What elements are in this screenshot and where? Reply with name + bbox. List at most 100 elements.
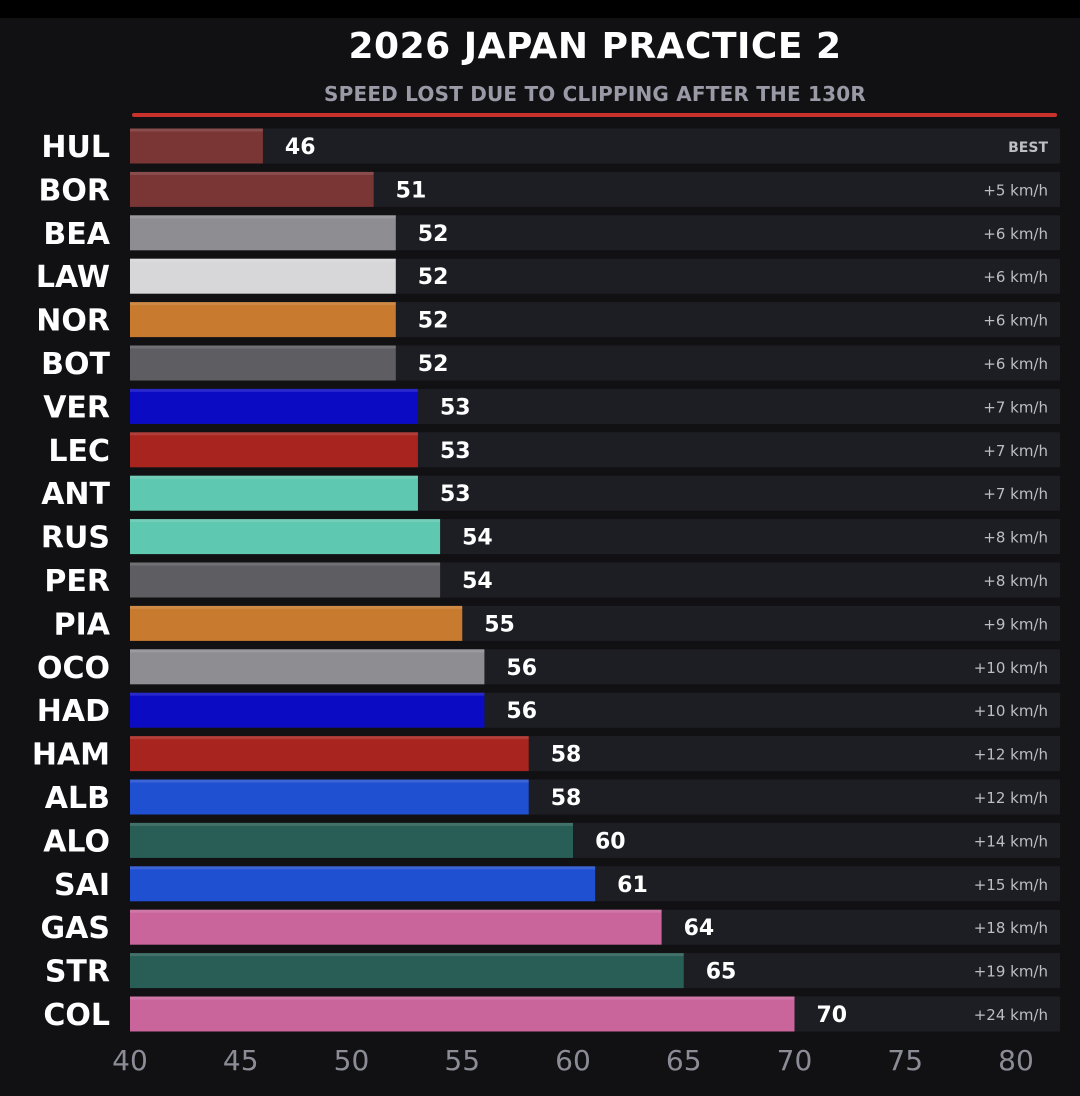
- driver-label: BEA: [43, 217, 110, 252]
- bar: [130, 562, 441, 598]
- value-label: 51: [396, 178, 427, 203]
- value-label: 54: [462, 526, 493, 551]
- value-label: 52: [418, 309, 449, 334]
- x-tick-label: 50: [334, 1044, 370, 1077]
- driver-label: HAD: [37, 694, 110, 729]
- driver-label: LEC: [48, 434, 110, 469]
- bar-highlight: [130, 736, 529, 740]
- bar: [130, 779, 529, 815]
- bar: [130, 171, 374, 207]
- bar-highlight: [130, 345, 396, 349]
- bar-highlight: [130, 779, 529, 783]
- delta-label: +15 km/h: [974, 876, 1048, 894]
- driver-label: PIA: [54, 607, 111, 642]
- value-label: 58: [551, 743, 582, 768]
- bar: [130, 519, 441, 555]
- top-black-bar: [0, 0, 1080, 18]
- bar-highlight: [130, 605, 463, 609]
- value-label: 61: [617, 873, 648, 898]
- delta-label: +9 km/h: [983, 615, 1048, 633]
- bar: [130, 215, 396, 251]
- bar-highlight: [130, 866, 596, 870]
- bar: [130, 736, 529, 772]
- title-accent-line: [132, 113, 1057, 117]
- bar: [130, 649, 485, 685]
- bar-highlight: [130, 649, 485, 653]
- bar-highlight: [130, 215, 396, 219]
- value-label: 53: [440, 395, 471, 420]
- bar: [130, 475, 418, 511]
- bar: [130, 388, 418, 424]
- delta-label: +24 km/h: [974, 1006, 1048, 1024]
- driver-label: BOR: [39, 173, 110, 208]
- driver-label: NOR: [36, 304, 110, 339]
- bar-highlight: [130, 953, 684, 957]
- x-tick-label: 75: [887, 1044, 923, 1077]
- value-label: 53: [440, 439, 471, 464]
- bar: [130, 692, 485, 728]
- bar: [130, 866, 596, 902]
- delta-label: +6 km/h: [983, 355, 1048, 373]
- bar-highlight: [130, 128, 263, 132]
- bar: [130, 432, 418, 468]
- bar-highlight: [130, 909, 662, 913]
- driver-label: LAW: [36, 260, 110, 295]
- bar-highlight: [130, 302, 396, 306]
- delta-label: +12 km/h: [974, 746, 1048, 764]
- value-label: 70: [817, 1003, 848, 1028]
- value-label: 56: [506, 699, 537, 724]
- value-label: 56: [506, 656, 537, 681]
- bar: [130, 258, 396, 294]
- bar: [130, 909, 662, 945]
- delta-label: +6 km/h: [983, 312, 1048, 330]
- delta-label: +14 km/h: [974, 832, 1048, 850]
- delta-label: +6 km/h: [983, 225, 1048, 243]
- driver-label: ANT: [41, 477, 110, 512]
- driver-label: VER: [43, 390, 110, 425]
- driver-label: HUL: [41, 130, 110, 165]
- value-label: 52: [418, 352, 449, 377]
- delta-label: +10 km/h: [974, 702, 1048, 720]
- x-tick-label: 40: [112, 1044, 148, 1077]
- delta-label: +19 km/h: [974, 963, 1048, 981]
- x-tick-label: 65: [666, 1044, 702, 1077]
- chart-title: 2026 JAPAN PRACTICE 2: [348, 26, 842, 67]
- chart-subtitle: SPEED LOST DUE TO CLIPPING AFTER THE 130…: [324, 82, 866, 106]
- driver-label: ALO: [43, 824, 110, 859]
- bar: [130, 128, 263, 164]
- delta-label: +18 km/h: [974, 919, 1048, 937]
- value-label: 52: [418, 265, 449, 290]
- bar-highlight: [130, 475, 418, 479]
- value-label: 54: [462, 569, 493, 594]
- value-label: 58: [551, 786, 582, 811]
- bar: [130, 996, 795, 1032]
- x-tick-label: 55: [444, 1044, 480, 1077]
- driver-label: ALB: [45, 781, 110, 816]
- bar: [130, 605, 463, 641]
- delta-label: +10 km/h: [974, 659, 1048, 677]
- value-label: 65: [706, 960, 737, 985]
- delta-label: +7 km/h: [983, 442, 1048, 460]
- bar-highlight: [130, 562, 441, 566]
- value-label: 53: [440, 482, 471, 507]
- value-label: 60: [595, 829, 626, 854]
- bar-highlight: [130, 171, 374, 175]
- bar: [130, 302, 396, 338]
- driver-label: SAI: [54, 868, 110, 903]
- value-label: 46: [285, 135, 316, 160]
- bar-track: [130, 128, 1060, 164]
- delta-label: +8 km/h: [983, 572, 1048, 590]
- driver-label: COL: [43, 998, 110, 1033]
- driver-label: STR: [45, 955, 110, 990]
- bar-highlight: [130, 519, 441, 523]
- bar: [130, 953, 684, 989]
- driver-label: HAM: [32, 738, 110, 773]
- bar: [130, 345, 396, 381]
- x-tick-label: 60: [555, 1044, 591, 1077]
- driver-label: OCO: [37, 651, 110, 686]
- delta-label: +7 km/h: [983, 485, 1048, 503]
- value-label: 64: [684, 916, 715, 941]
- delta-label: +5 km/h: [983, 181, 1048, 199]
- bar-highlight: [130, 822, 573, 826]
